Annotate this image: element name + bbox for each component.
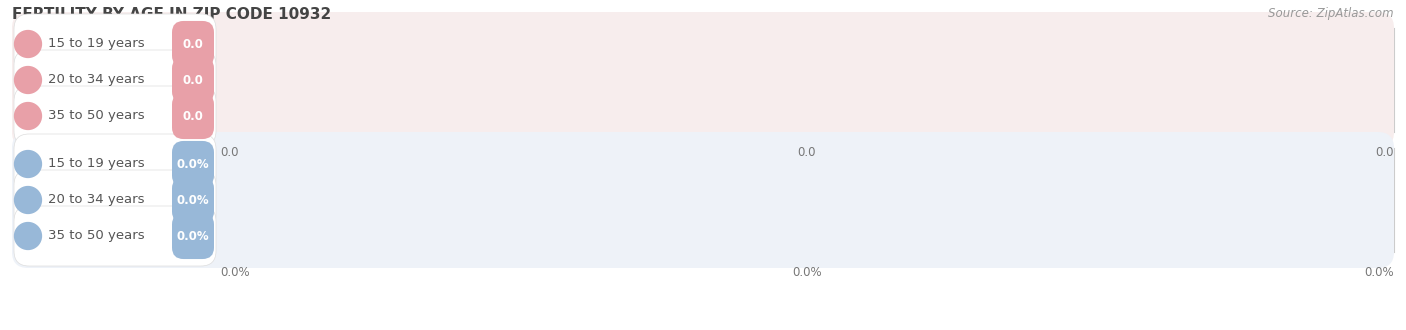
FancyBboxPatch shape (172, 141, 214, 187)
Circle shape (14, 222, 41, 249)
Text: 0.0: 0.0 (183, 74, 204, 86)
Text: 0.0%: 0.0% (177, 157, 209, 171)
FancyBboxPatch shape (13, 100, 1393, 132)
Text: 35 to 50 years: 35 to 50 years (48, 110, 145, 122)
Text: 0.0%: 0.0% (177, 229, 209, 243)
FancyBboxPatch shape (13, 204, 1393, 268)
FancyBboxPatch shape (13, 28, 1393, 60)
Circle shape (14, 150, 41, 178)
Text: 20 to 34 years: 20 to 34 years (48, 193, 145, 207)
Text: 15 to 19 years: 15 to 19 years (48, 157, 145, 171)
Text: FERTILITY BY AGE IN ZIP CODE 10932: FERTILITY BY AGE IN ZIP CODE 10932 (13, 7, 332, 22)
FancyBboxPatch shape (13, 148, 1393, 180)
Text: 20 to 34 years: 20 to 34 years (48, 74, 145, 86)
FancyBboxPatch shape (172, 93, 214, 139)
Circle shape (14, 103, 41, 129)
FancyBboxPatch shape (14, 170, 217, 230)
Text: 0.0%: 0.0% (792, 266, 823, 279)
FancyBboxPatch shape (14, 50, 217, 110)
Text: 0.0: 0.0 (183, 110, 204, 122)
Text: 15 to 19 years: 15 to 19 years (48, 38, 145, 50)
Circle shape (14, 31, 41, 57)
Text: 0.0: 0.0 (183, 38, 204, 50)
FancyBboxPatch shape (13, 48, 1393, 112)
FancyBboxPatch shape (13, 168, 1393, 232)
Text: 0.0: 0.0 (219, 146, 239, 159)
Circle shape (14, 186, 41, 214)
FancyBboxPatch shape (14, 14, 217, 74)
Text: Source: ZipAtlas.com: Source: ZipAtlas.com (1268, 7, 1393, 20)
Text: 0.0: 0.0 (797, 146, 817, 159)
Text: 0.0: 0.0 (1375, 146, 1393, 159)
FancyBboxPatch shape (14, 134, 217, 194)
Circle shape (14, 67, 41, 93)
FancyBboxPatch shape (13, 84, 1393, 148)
Text: 0.0%: 0.0% (177, 193, 209, 207)
FancyBboxPatch shape (14, 86, 217, 146)
Text: 35 to 50 years: 35 to 50 years (48, 229, 145, 243)
FancyBboxPatch shape (172, 213, 214, 259)
FancyBboxPatch shape (14, 206, 217, 266)
FancyBboxPatch shape (172, 21, 214, 67)
FancyBboxPatch shape (13, 132, 1393, 196)
FancyBboxPatch shape (172, 57, 214, 103)
FancyBboxPatch shape (13, 64, 1393, 96)
FancyBboxPatch shape (13, 184, 1393, 216)
Text: 0.0%: 0.0% (219, 266, 250, 279)
Text: 0.0%: 0.0% (1364, 266, 1393, 279)
FancyBboxPatch shape (172, 177, 214, 223)
FancyBboxPatch shape (13, 220, 1393, 252)
FancyBboxPatch shape (13, 12, 1393, 76)
